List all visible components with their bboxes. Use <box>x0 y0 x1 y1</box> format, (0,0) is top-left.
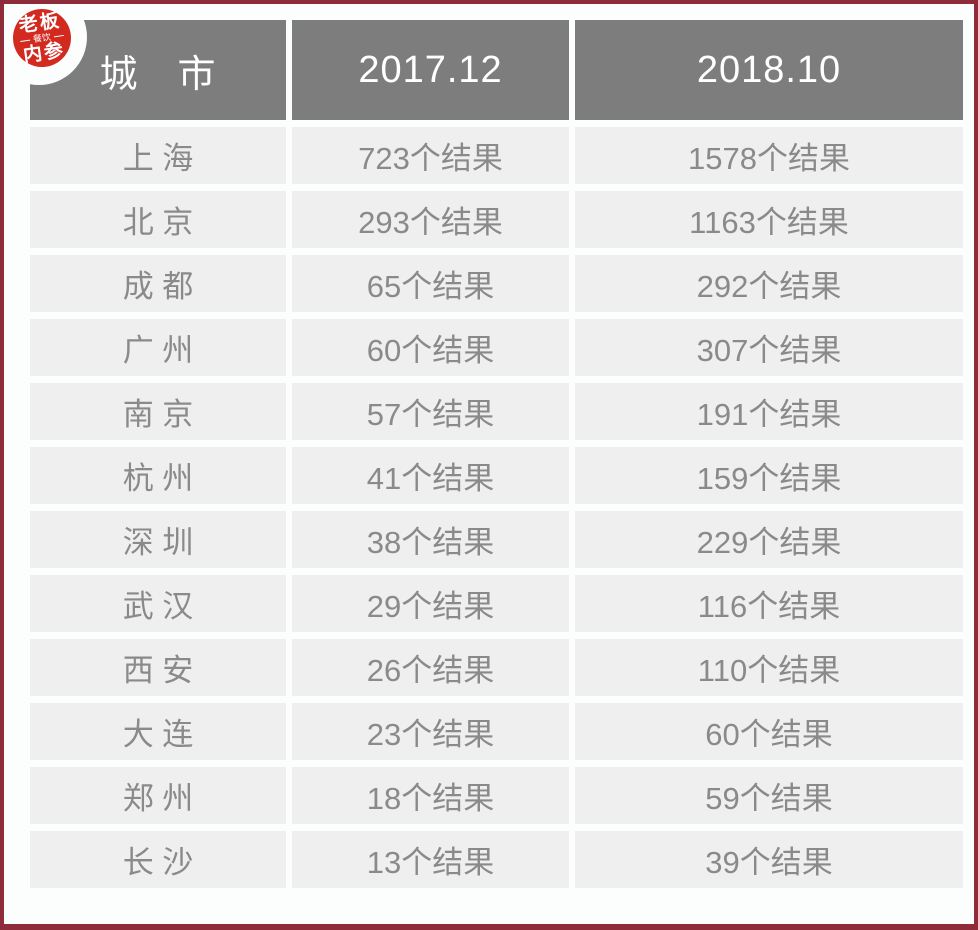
header-cell-2017: 2017.12 <box>292 20 569 120</box>
result-cell-2017: 29个结果 <box>292 575 569 632</box>
city-cell: 武 汉 <box>30 575 286 632</box>
result-cell-2018: 1578个结果 <box>575 127 963 184</box>
result-cell-2018: 116个结果 <box>575 575 963 632</box>
city-cell: 上 海 <box>30 127 286 184</box>
result-cell-2018: 59个结果 <box>575 767 963 824</box>
result-cell-2017: 18个结果 <box>292 767 569 824</box>
city-cell: 南 京 <box>30 383 286 440</box>
seal-dash-left <box>20 39 31 42</box>
header-cell-2018: 2018.10 <box>575 20 963 120</box>
result-cell-2017: 57个结果 <box>292 383 569 440</box>
city-cell: 杭 州 <box>30 447 286 504</box>
city-cell: 大 连 <box>30 703 286 760</box>
result-cell-2017: 13个结果 <box>292 831 569 888</box>
result-cell-2017: 26个结果 <box>292 639 569 696</box>
result-cell-2017: 41个结果 <box>292 447 569 504</box>
result-cell-2018: 159个结果 <box>575 447 963 504</box>
result-cell-2018: 307个结果 <box>575 319 963 376</box>
result-cell-2018: 60个结果 <box>575 703 963 760</box>
result-cell-2017: 65个结果 <box>292 255 569 312</box>
result-cell-2017: 293个结果 <box>292 191 569 248</box>
result-cell-2018: 191个结果 <box>575 383 963 440</box>
result-cell-2017: 38个结果 <box>292 511 569 568</box>
result-cell-2018: 110个结果 <box>575 639 963 696</box>
city-cell: 成 都 <box>30 255 286 312</box>
city-cell: 郑 州 <box>30 767 286 824</box>
result-cell-2017: 23个结果 <box>292 703 569 760</box>
result-cell-2017: 723个结果 <box>292 127 569 184</box>
seal-dash-right <box>53 34 64 37</box>
result-cell-2018: 292个结果 <box>575 255 963 312</box>
result-cell-2018: 1163个结果 <box>575 191 963 248</box>
city-cell: 广 州 <box>30 319 286 376</box>
city-cell: 长 沙 <box>30 831 286 888</box>
city-results-table: 城 市 2017.12 2018.10 上 海 723个结果 1578个结果 北… <box>30 20 963 888</box>
city-cell: 西 安 <box>30 639 286 696</box>
result-cell-2017: 60个结果 <box>292 319 569 376</box>
result-cell-2018: 39个结果 <box>575 831 963 888</box>
city-cell: 北 京 <box>30 191 286 248</box>
city-cell: 深 圳 <box>30 511 286 568</box>
result-cell-2018: 229个结果 <box>575 511 963 568</box>
